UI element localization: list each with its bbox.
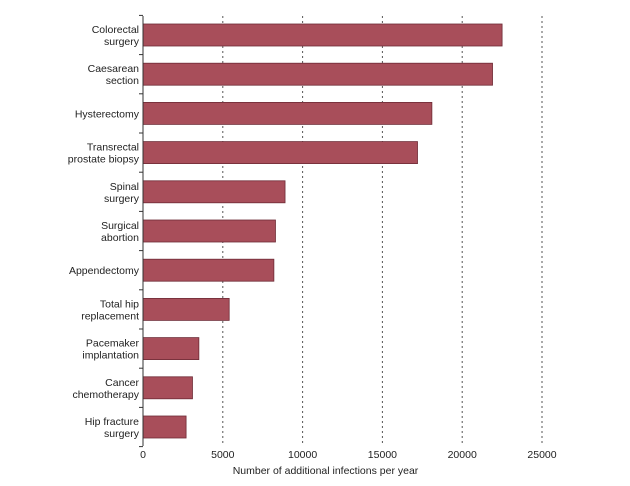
bar — [142, 23, 503, 47]
category-label: Hip fracture surgery — [85, 416, 140, 440]
bar — [142, 141, 418, 165]
category-label: Hysterectomy — [75, 108, 140, 120]
x-axis-title: Number of additional infections per year — [233, 465, 419, 477]
category-label-line: section — [106, 75, 139, 87]
category-label-line: Appendectomy — [69, 265, 140, 277]
category-label-line: prostate biopsy — [68, 154, 140, 166]
category-label: Caesarean section — [88, 63, 140, 87]
category-label-line: Hysterectomy — [75, 108, 140, 120]
bar — [142, 219, 276, 243]
category-label-line: surgery — [104, 36, 140, 48]
category-label-line: implantation — [82, 350, 139, 362]
category-label: Surgical abortion — [101, 220, 139, 244]
category-label: Transrectal prostate biopsy — [68, 142, 140, 166]
x-tick-label: 15000 — [368, 449, 397, 461]
category-label-line: Pacemaker — [86, 338, 140, 350]
bar — [142, 258, 275, 282]
category-label-line: Hip fracture — [85, 416, 139, 428]
category-label: Spinal surgery — [104, 181, 140, 205]
category-label-line: Spinal — [110, 181, 139, 193]
bar — [142, 180, 286, 204]
category-label-line: Caesarean — [88, 63, 140, 75]
category-label-line: Surgical — [101, 220, 139, 232]
category-label: Cancer chemotherapy — [72, 377, 139, 401]
category-label-line: Colorectal — [92, 24, 139, 36]
x-tick-labels: 0 5000 10000 15000 20000 25000 — [140, 449, 557, 461]
category-label-line: Transrectal — [87, 142, 139, 154]
x-tick-label: 25000 — [527, 449, 556, 461]
bars — [142, 23, 503, 439]
x-tick-label: 0 — [140, 449, 146, 461]
category-label-line: Total hip — [100, 298, 139, 310]
bar — [142, 62, 493, 86]
x-tick-label: 20000 — [448, 449, 477, 461]
bar — [142, 337, 200, 361]
category-label: Appendectomy — [69, 265, 140, 277]
category-label: Pacemaker implantation — [82, 338, 139, 362]
category-label-line: chemotherapy — [72, 389, 139, 401]
bar — [142, 297, 230, 321]
bar — [142, 102, 433, 125]
category-label-line: replacement — [81, 310, 139, 322]
category-label-line: surgery — [104, 428, 140, 440]
bar — [142, 376, 193, 400]
y-ticks — [139, 14, 143, 448]
x-tick-label: 5000 — [211, 449, 235, 461]
category-label-line: surgery — [104, 193, 140, 205]
bar — [142, 415, 187, 439]
category-label: Colorectal surgery — [92, 24, 140, 48]
x-tick-label: 10000 — [288, 449, 317, 461]
category-label-line: abortion — [101, 232, 139, 244]
category-label-line: Cancer — [105, 377, 139, 389]
category-label: Total hip replacement — [81, 298, 139, 322]
